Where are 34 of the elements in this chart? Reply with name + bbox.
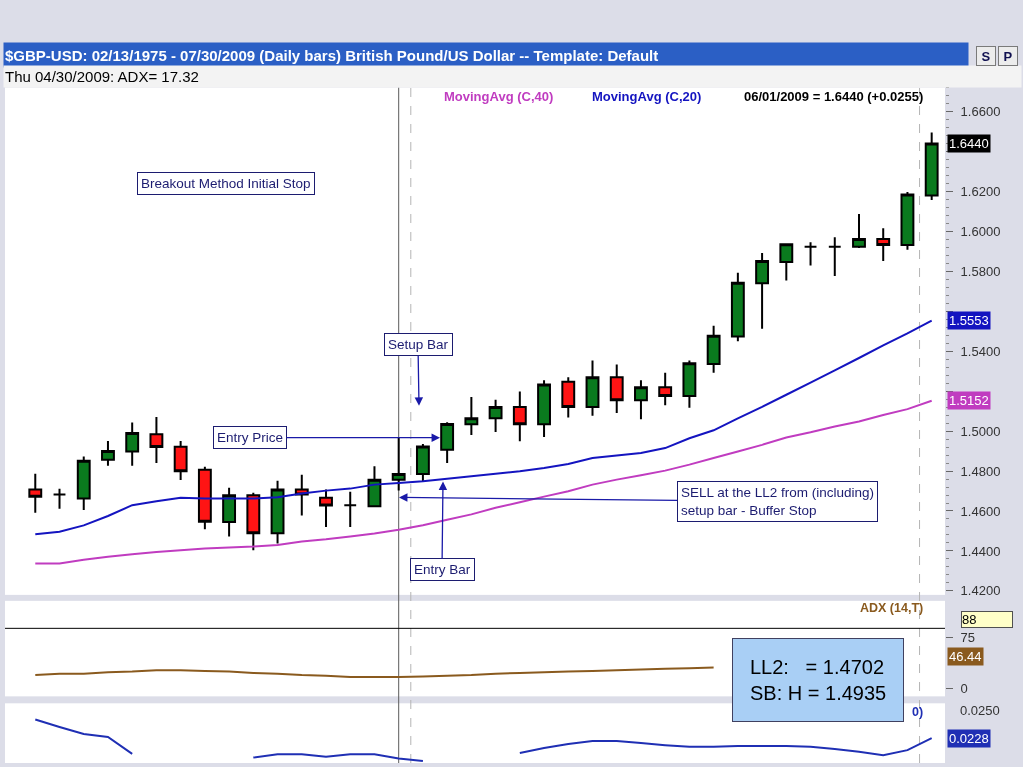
annotation: 0.0228 [949,731,989,746]
annotation: Entry Bar [414,562,471,577]
y-tick-label: 1.4200 [960,583,1001,599]
annotation: 06/01/2009 = 1.6440 (+0.0255) [744,89,924,104]
text: MovingAvg (C,40) [444,89,554,104]
y-tick-label: 1.6000 [960,223,1001,239]
text: S [981,48,991,64]
ref-line-label: 88 [962,612,977,627]
y-tick-label: 1.6600 [960,104,1001,120]
y-tick-label: 1.5400 [960,343,1001,359]
y-tick-label: 1.5800 [960,263,1001,279]
y-tick-label: 1.4400 [960,543,1001,559]
chart-subtitle: Thu 04/30/2009: ADX= 17.32 [5,68,199,85]
y-tick-label: 75 [960,629,976,645]
y-tick-label: 1.4800 [960,463,1001,479]
y-tick-label: 1.4600 [960,503,1001,519]
data-label: 1.5553 [949,313,989,328]
annotation: SELL at the LL2 from (including) setup bar - Buffer Stop [681,485,875,518]
data-label: 1.5152 [949,393,989,408]
y-tick-label: 0 [960,681,968,697]
text: 0.0250 [960,703,1000,718]
text: MovingAvg (C,20) [592,89,702,104]
y-tick-label: 1.5000 [960,423,1001,439]
chart-title: ADX (14,T) [860,601,924,615]
y-tick-label: 1.6200 [960,183,1001,199]
annotation: Setup Bar [388,337,449,352]
annotation: 46.44 [949,649,982,664]
annotation: LL2: = 1.4702 SB: H = 1.4935 [750,656,887,704]
annotation: Breakout Method Initial Stop [141,176,311,191]
text: P [1003,48,1013,64]
annotation: Entry Price [217,430,284,445]
text: 1.6440 [949,136,989,151]
chart-title: 0) [912,705,924,719]
chart-title: $GBP-USD: 02/13/1975 - 07/30/2009 (Daily bars) British Pound/US Dollar -- Template: Default [5,46,659,64]
